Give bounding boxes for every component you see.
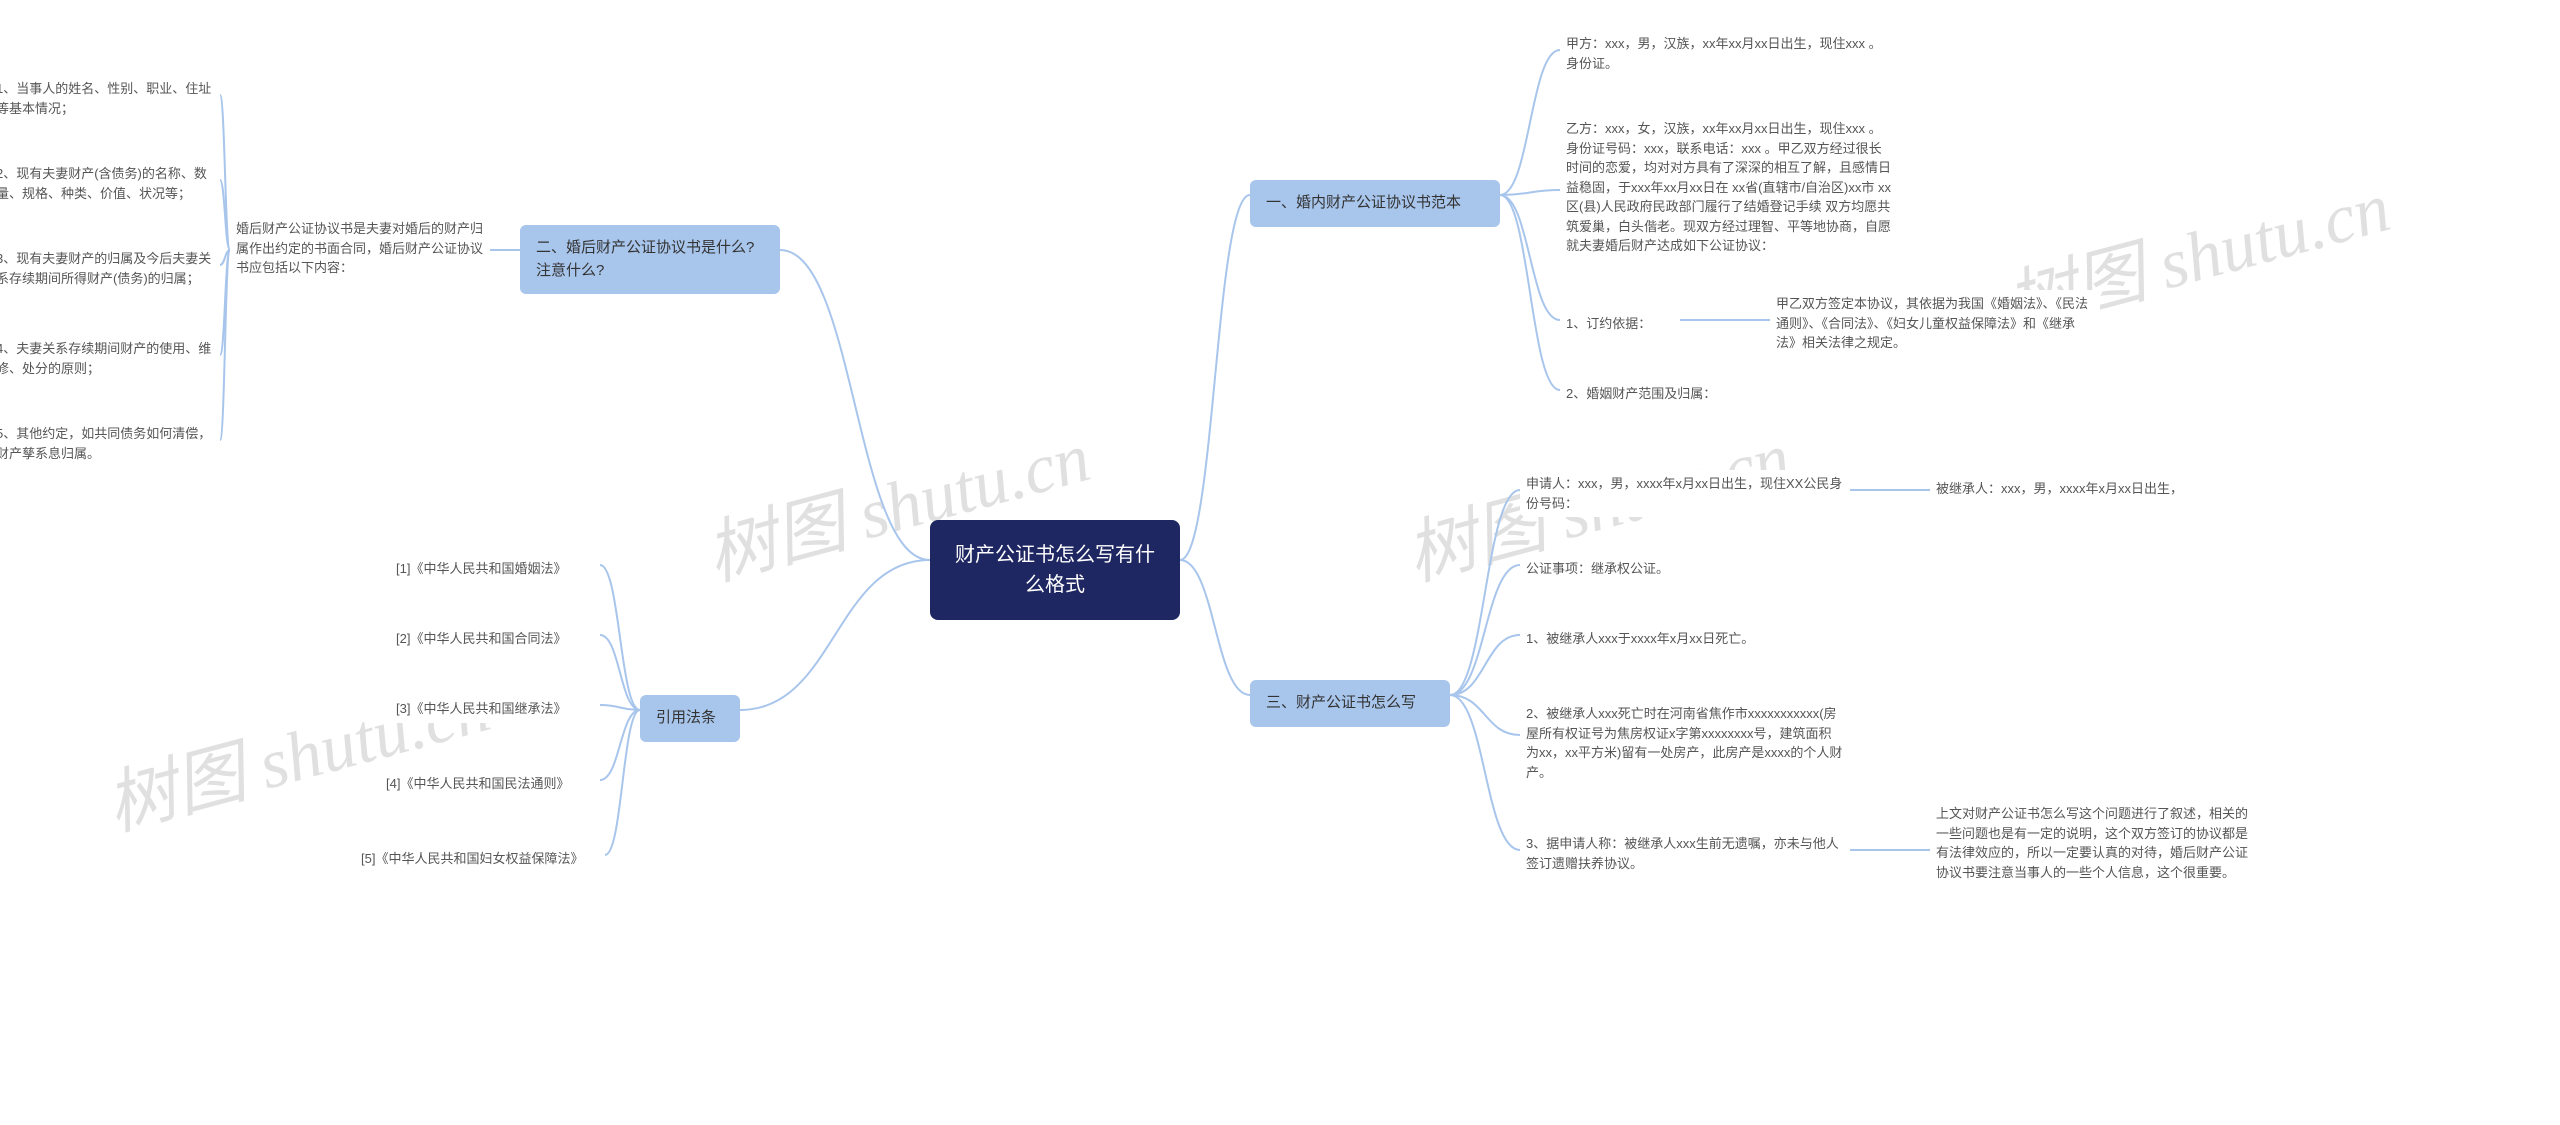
leaf-node: 被继承人：xxx，男，xxxx年x月xx日出生，: [1930, 475, 2240, 503]
leaf-node: [5]《中华人民共和国妇女权益保障法》: [355, 845, 605, 873]
leaf-node: 1、被继承人xxx于xxxx年x月xx日死亡。: [1520, 625, 1810, 653]
leaf-node: 婚后财产公证协议书是夫妻对婚后的财产归属作出约定的书面合同，婚后财产公证协议书应…: [230, 215, 490, 282]
leaf-node: 1、当事人的姓名、性别、职业、住址等基本情况；: [0, 75, 220, 122]
branch-node: 一、婚内财产公证协议书范本: [1250, 180, 1500, 227]
root-node: 财产公证书怎么写有什么格式: [930, 520, 1180, 620]
branch-node: 引用法条: [640, 695, 740, 742]
leaf-node: [1]《中华人民共和国婚姻法》: [390, 555, 600, 583]
leaf-node: 甲乙双方签定本协议，其依据为我国《婚姻法》、《民法通则》、《合同法》、《妇女儿童…: [1770, 290, 2100, 357]
leaf-node: [3]《中华人民共和国继承法》: [390, 695, 600, 723]
leaf-node: 3、现有夫妻财产的归属及今后夫妻关系存续期间所得财产(债务)的归属；: [0, 245, 220, 292]
leaf-node: [2]《中华人民共和国合同法》: [390, 625, 600, 653]
leaf-node: 3、据申请人称：被继承人xxx生前无遗嘱，亦未与他人签订遗赠扶养协议。: [1520, 830, 1850, 877]
leaf-node: 上文对财产公证书怎么写这个问题进行了叙述，相关的一些问题也是有一定的说明，这个双…: [1930, 800, 2260, 886]
leaf-node: 2、现有夫妻财产(含债务)的名称、数量、规格、种类、价值、状况等；: [0, 160, 220, 207]
branch-node: 二、婚后财产公证协议书是什么?注意什么?: [520, 225, 780, 294]
leaf-node: 甲方：xxx，男，汉族，xx年xx月xx日出生，现住xxx 。身份证。: [1560, 30, 1900, 77]
leaf-node: 申请人：xxx，男，xxxx年x月xx日出生，现住XX公民身份号码：: [1520, 470, 1850, 517]
leaf-node: [4]《中华人民共和国民法通则》: [380, 770, 600, 798]
watermark: 树图 shutu.cn: [94, 651, 500, 850]
leaf-node: 乙方：xxx，女，汉族，xx年xx月xx日出生，现住xxx 。身份证号码：xxx…: [1560, 115, 1900, 260]
leaf-node: 公证事项：继承权公证。: [1520, 555, 1720, 583]
connector-layer: [0, 0, 2560, 1125]
leaf-node: 2、被继承人xxx死亡时在河南省焦作市xxxxxxxxxxx(房屋所有权证号为焦…: [1520, 700, 1850, 786]
branch-node: 三、财产公证书怎么写: [1250, 680, 1450, 727]
leaf-node: 4、夫妻关系存续期间财产的使用、维修、处分的原则；: [0, 335, 220, 382]
leaf-node: 5、其他约定，如共同债务如何清偿，财产孳系息归属。: [0, 420, 220, 467]
leaf-node: 1、订约依据：: [1560, 310, 1680, 338]
leaf-node: 2、婚姻财产范围及归属：: [1560, 380, 1760, 408]
